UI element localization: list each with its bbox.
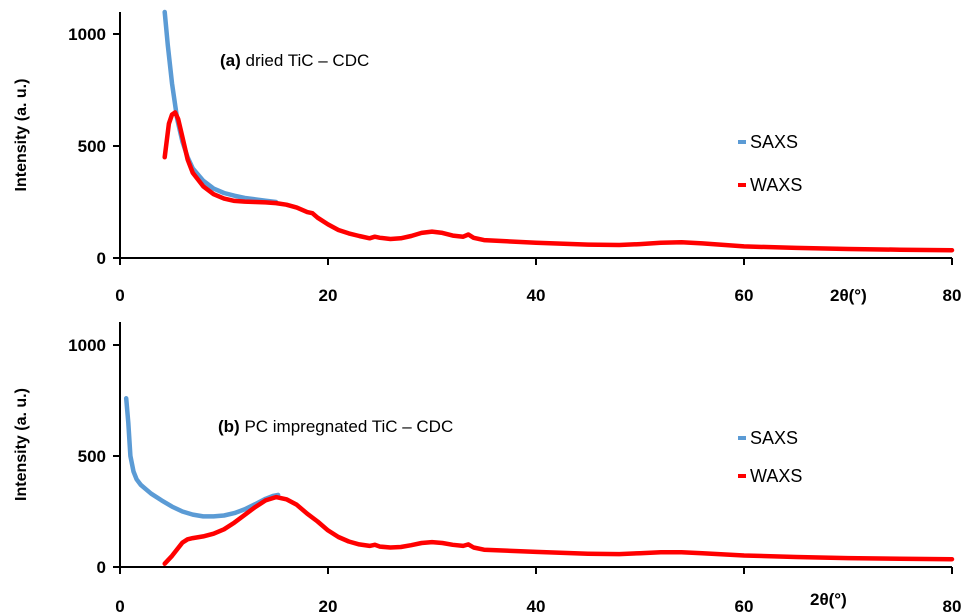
y-tick-label: 1000 (68, 25, 106, 44)
legend-label-saxs: SAXS (750, 132, 798, 152)
x-axis-title: 2θ(°) (810, 590, 847, 609)
series-line-waxs (162, 110, 955, 253)
panel-tag: (b) (218, 417, 244, 436)
panel-title: (a) dried TiC – CDC (220, 51, 369, 70)
x-tick-label: 60 (735, 286, 754, 305)
x-tick-label: 20 (319, 597, 338, 613)
chart-panel-b: 0 500 1000 0 20 40 60 80 Intensity (a. u.) 2θ(°) (… (13, 322, 961, 613)
legend-label-saxs: SAXS (750, 428, 798, 448)
x-tick-label: 20 (319, 286, 338, 305)
x-tick-label: 40 (527, 286, 546, 305)
x-tick-label: 60 (735, 597, 754, 613)
x-axis-title: 2θ(°) (830, 286, 867, 305)
panel-tag: (a) (220, 51, 246, 70)
series-line-waxs (162, 494, 955, 566)
y-tick-label: 0 (97, 558, 106, 577)
x-tick-label: 80 (943, 597, 962, 613)
x-tick-label: 80 (943, 286, 962, 305)
x-tick-label: 0 (115, 286, 124, 305)
chart-panel-a: 0 500 1000 0 20 40 60 80 Intensity (a. u.) 2θ(°) (… (13, 9, 962, 305)
series-line-saxs (123, 396, 281, 519)
series-line-saxs (162, 9, 279, 205)
x-tick-label: 40 (527, 597, 546, 613)
y-tick-label: 0 (97, 249, 106, 268)
legend-label-waxs: WAXS (750, 466, 802, 486)
panel-title-text: dried TiC – CDC (246, 51, 370, 70)
panel-title: (b) PC impregnated TiC – CDC (218, 417, 453, 436)
y-tick-label: 1000 (68, 336, 106, 355)
y-axis-title: Intensity (a. u.) (13, 79, 30, 192)
y-tick-label: 500 (78, 137, 106, 156)
x-tick-label: 0 (115, 597, 124, 613)
legend-label-waxs: WAXS (750, 175, 802, 195)
y-axis-title: Intensity (a. u.) (13, 388, 30, 501)
y-tick-label: 500 (78, 447, 106, 466)
panel-title-text: PC impregnated TiC – CDC (244, 417, 453, 436)
